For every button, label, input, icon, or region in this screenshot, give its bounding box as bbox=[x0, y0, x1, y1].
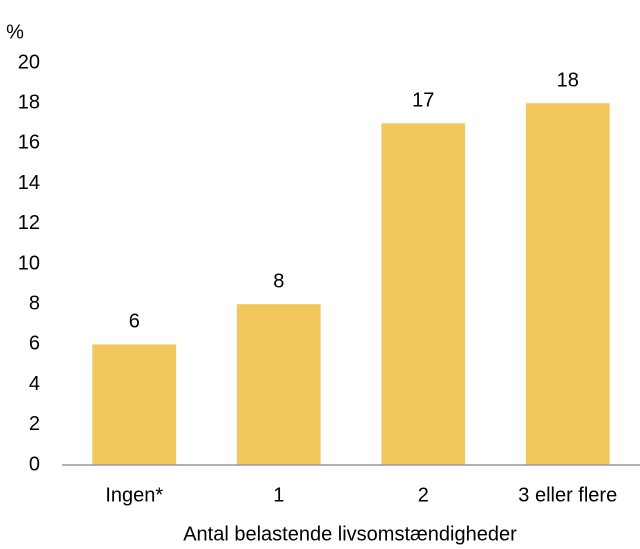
data-label: 17 bbox=[412, 90, 434, 112]
y-tick-label: 12 bbox=[18, 212, 40, 234]
x-tick-label: Ingen* bbox=[105, 484, 163, 506]
x-tick-label: 3 eller flere bbox=[518, 484, 617, 506]
data-label: 8 bbox=[273, 270, 284, 292]
bar bbox=[381, 123, 466, 466]
data-label: 6 bbox=[129, 311, 140, 333]
y-tick-label: 2 bbox=[29, 413, 40, 435]
y-tick-label: 8 bbox=[29, 292, 40, 314]
x-tick-label: 2 bbox=[418, 484, 429, 506]
y-tick-label: 0 bbox=[29, 453, 40, 475]
x-axis-label: Antal belastende livsomstændigheder bbox=[183, 523, 517, 545]
y-tick-label: 16 bbox=[18, 132, 40, 154]
y-tick-label: 20 bbox=[18, 51, 40, 73]
bar bbox=[236, 304, 321, 465]
y-tick-label: 4 bbox=[29, 373, 40, 395]
y-axis-label: % bbox=[6, 21, 24, 43]
x-tick-label: 1 bbox=[273, 484, 284, 506]
data-label: 18 bbox=[557, 69, 579, 91]
y-tick-label: 18 bbox=[18, 91, 40, 113]
y-tick-label: 10 bbox=[18, 252, 40, 274]
y-tick-label: 14 bbox=[18, 172, 40, 194]
bar bbox=[525, 103, 610, 465]
y-tick-label: 6 bbox=[29, 333, 40, 355]
bar bbox=[92, 344, 177, 465]
